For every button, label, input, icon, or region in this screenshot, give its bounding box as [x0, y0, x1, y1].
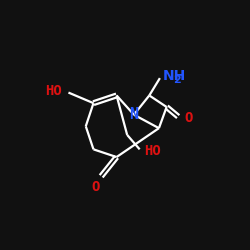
- Text: HO: HO: [144, 144, 161, 158]
- Text: O: O: [184, 110, 192, 124]
- Text: N: N: [129, 107, 138, 122]
- Text: HO: HO: [45, 84, 62, 98]
- Text: NH: NH: [163, 69, 186, 83]
- Text: O: O: [91, 180, 100, 194]
- Text: 2: 2: [173, 75, 181, 85]
